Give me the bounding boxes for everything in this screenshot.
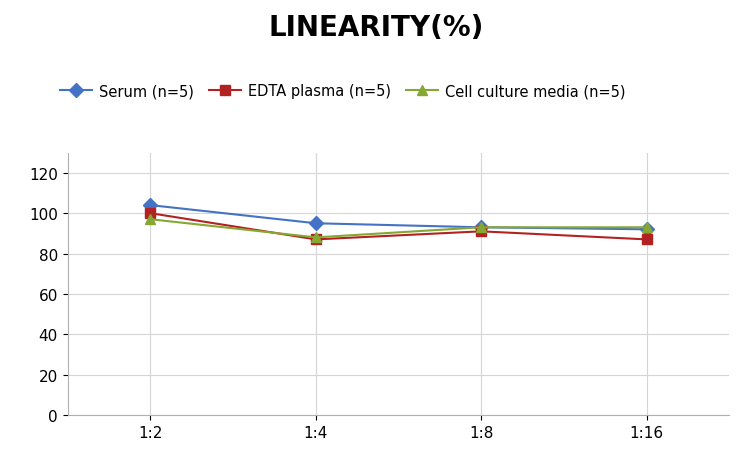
Line: EDTA plasma (n=5): EDTA plasma (n=5) [146,209,651,245]
Cell culture media (n=5) [477,225,486,230]
Legend: Serum (n=5), EDTA plasma (n=5), Cell culture media (n=5): Serum (n=5), EDTA plasma (n=5), Cell cul… [60,84,626,99]
Serum (n=5) [311,221,320,226]
Cell culture media (n=5) [642,225,651,230]
Cell culture media (n=5) [311,235,320,240]
EDTA plasma (n=5) [311,237,320,243]
Cell culture media (n=5) [146,217,155,222]
EDTA plasma (n=5) [477,229,486,235]
Serum (n=5) [477,225,486,230]
EDTA plasma (n=5) [146,211,155,216]
EDTA plasma (n=5) [642,237,651,243]
Line: Cell culture media (n=5): Cell culture media (n=5) [146,215,651,243]
Line: Serum (n=5): Serum (n=5) [146,201,651,235]
Serum (n=5) [642,227,651,233]
Text: LINEARITY(%): LINEARITY(%) [268,14,484,41]
Serum (n=5) [146,203,155,208]
